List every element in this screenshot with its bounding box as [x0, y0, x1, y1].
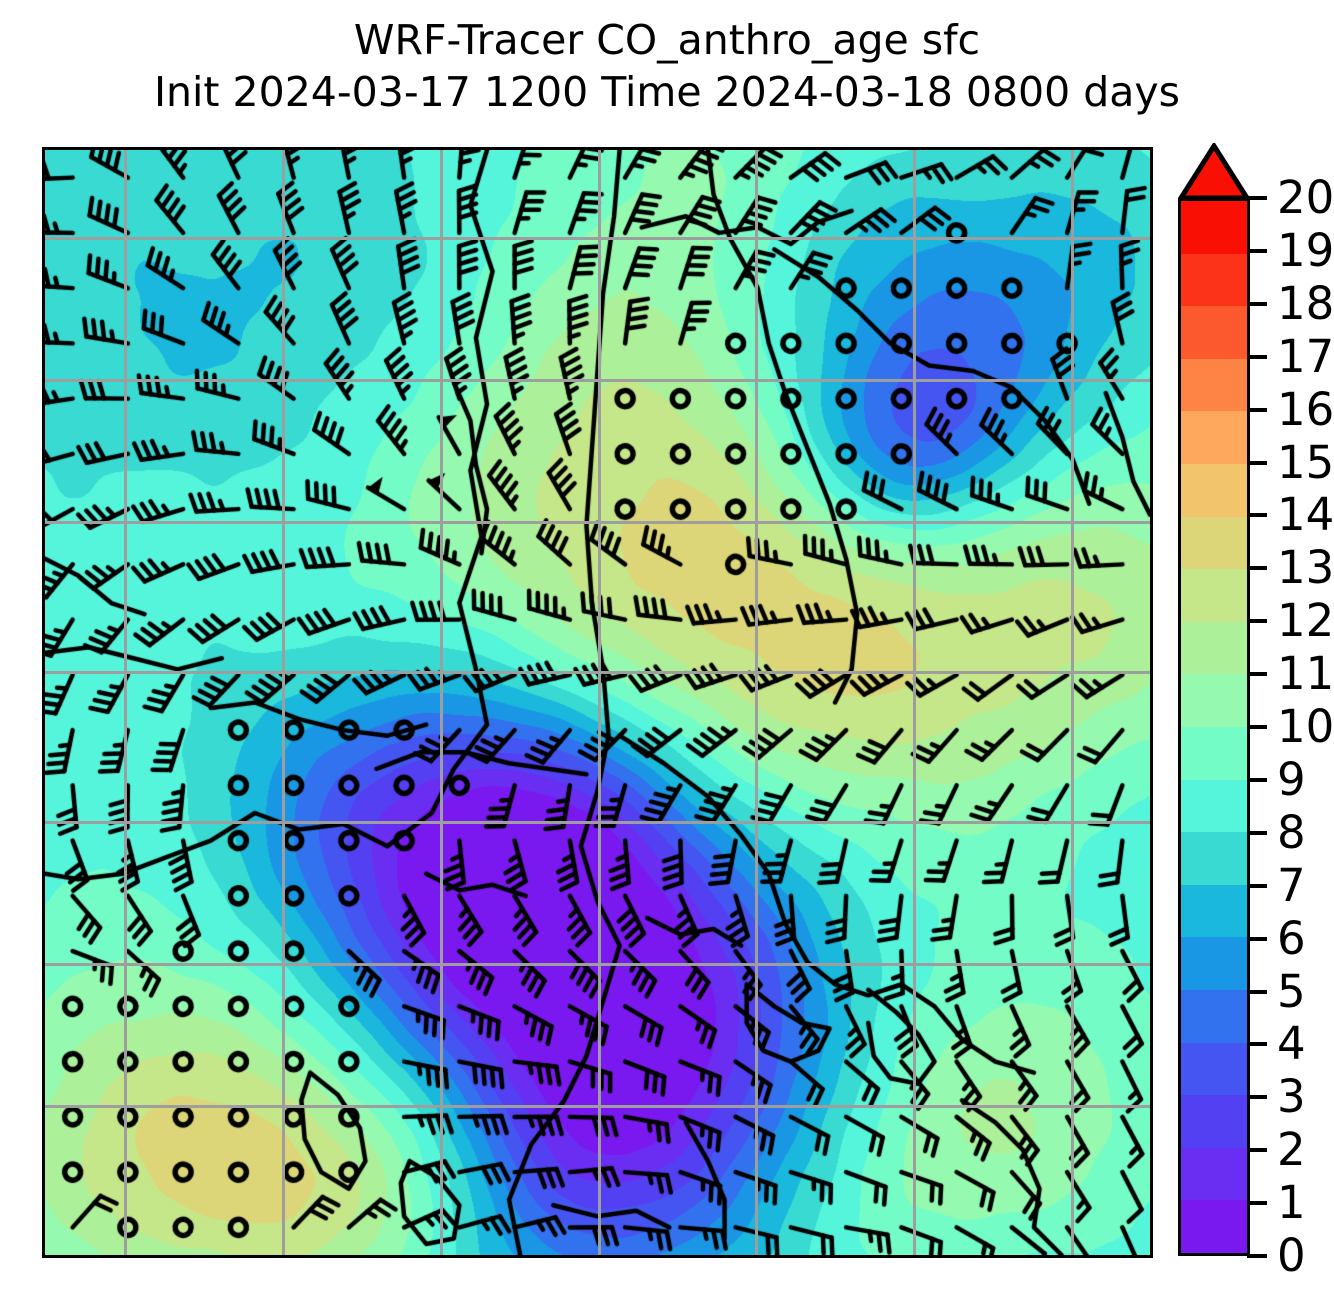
colorbar-band-18 — [1181, 253, 1247, 307]
tick-mark — [1247, 672, 1267, 677]
gridline-vertical-4 — [755, 150, 759, 1255]
tick-label: 18 — [1277, 276, 1334, 330]
colorbar-band-14 — [1181, 463, 1247, 517]
gridline-vertical-0 — [123, 150, 127, 1255]
tick-label: 10 — [1277, 700, 1334, 753]
colorbar-band-16 — [1181, 358, 1247, 412]
colorbar-band-8 — [1181, 779, 1247, 833]
tick-label: 11 — [1277, 647, 1334, 701]
colorbar-band-2 — [1181, 1095, 1247, 1148]
colorbar-band-13 — [1181, 516, 1247, 570]
tick-mark — [1247, 777, 1267, 782]
tick-label: 8 — [1277, 805, 1306, 859]
gridline-vertical-2 — [439, 150, 443, 1255]
title-line-2: Init 2024-03-17 1200 Time 2024-03-18 080… — [153, 68, 1181, 116]
tick-mark — [1247, 725, 1267, 729]
tick-mark — [1247, 354, 1267, 359]
gridline-vertical-1 — [281, 150, 285, 1255]
colorbar-band-11 — [1181, 621, 1247, 675]
colorbar-over-arrow — [1178, 143, 1250, 201]
colorbar-band-15 — [1181, 411, 1247, 464]
tick-label: 9 — [1277, 752, 1306, 806]
colorbar[interactable]: 0 1 2 3 4 5 6 7 8 9 10 11 12 13 14 15 16 17 18 19 20 — [1178, 143, 1334, 1282]
gridline-horizontal-4 — [45, 820, 1150, 824]
gridline-horizontal-6 — [45, 1105, 1150, 1109]
gridline-horizontal-2 — [45, 520, 1150, 524]
tick-label: 3 — [1277, 1070, 1306, 1124]
gridline-vertical-5 — [913, 150, 917, 1255]
tick-mark — [1247, 883, 1267, 888]
tick-mark — [1247, 460, 1267, 465]
tick-mark — [1247, 196, 1267, 200]
gridline-horizontal-1 — [45, 378, 1150, 382]
tick-label: 16 — [1277, 382, 1334, 436]
colorbar-band-10 — [1181, 674, 1247, 727]
tick-mark — [1247, 936, 1267, 941]
gridline-horizontal-3 — [45, 670, 1150, 674]
map-plot-area[interactable] — [42, 147, 1153, 1258]
tick-label: 13 — [1277, 541, 1334, 595]
tick-mark — [1247, 566, 1267, 571]
gridline-horizontal-5 — [45, 962, 1150, 966]
tick-mark — [1247, 1095, 1267, 1100]
colorbar-band-17 — [1181, 306, 1247, 359]
colorbar-gradient — [1178, 198, 1250, 1256]
colorbar-band-5 — [1181, 937, 1247, 990]
tick-label: 12 — [1277, 594, 1334, 648]
colorbar-band-6 — [1181, 884, 1247, 938]
gridline-horizontal-0 — [45, 236, 1150, 240]
tick-mark — [1247, 301, 1267, 306]
colorbar-band-4 — [1181, 989, 1247, 1043]
tick-mark — [1247, 248, 1267, 253]
colorbar-band-7 — [1181, 832, 1247, 885]
tick-mark — [1247, 1201, 1267, 1206]
colorbar-band-0 — [1181, 1200, 1247, 1253]
tick-label: 5 — [1277, 964, 1306, 1018]
tick-mark — [1247, 1042, 1267, 1047]
tick-mark — [1247, 830, 1267, 835]
tick-label: 6 — [1277, 911, 1306, 965]
tick-label: 15 — [1277, 435, 1334, 489]
colorbar-band-1 — [1181, 1147, 1247, 1201]
tick-label: 14 — [1277, 488, 1334, 542]
tick-label: 19 — [1277, 223, 1334, 277]
tick-label: 2 — [1277, 1123, 1306, 1177]
colorbar-band-12 — [1181, 569, 1247, 622]
tick-label: 7 — [1277, 858, 1306, 912]
tick-mark — [1247, 1148, 1267, 1153]
title-line-1: WRF-Tracer CO_anthro_age sfc — [353, 16, 981, 64]
tick-label: 4 — [1277, 1017, 1306, 1071]
tick-mark — [1247, 513, 1267, 518]
tick-label: 20 — [1277, 171, 1334, 224]
tick-label: 17 — [1277, 329, 1334, 383]
tick-label: 1 — [1277, 1176, 1306, 1230]
gridline-vertical-3 — [597, 150, 601, 1255]
colorbar-band-19 — [1181, 201, 1247, 254]
colorbar-band-9 — [1181, 726, 1247, 780]
colorbar-band-3 — [1181, 1042, 1247, 1096]
tick-label: 0 — [1277, 1229, 1306, 1282]
tick-mark — [1247, 989, 1267, 994]
colorbar-ticks: 0 1 2 3 4 5 6 7 8 9 10 11 12 13 14 15 16 17 18 19 20 — [1247, 171, 1334, 1282]
tick-mark — [1247, 407, 1267, 412]
chart-title: WRF-Tracer CO_anthro_age sfc Init 2024-0… — [0, 14, 1334, 118]
tick-mark — [1247, 619, 1267, 624]
gridline-vertical-6 — [1071, 150, 1075, 1255]
tick-mark — [1247, 1254, 1267, 1258]
